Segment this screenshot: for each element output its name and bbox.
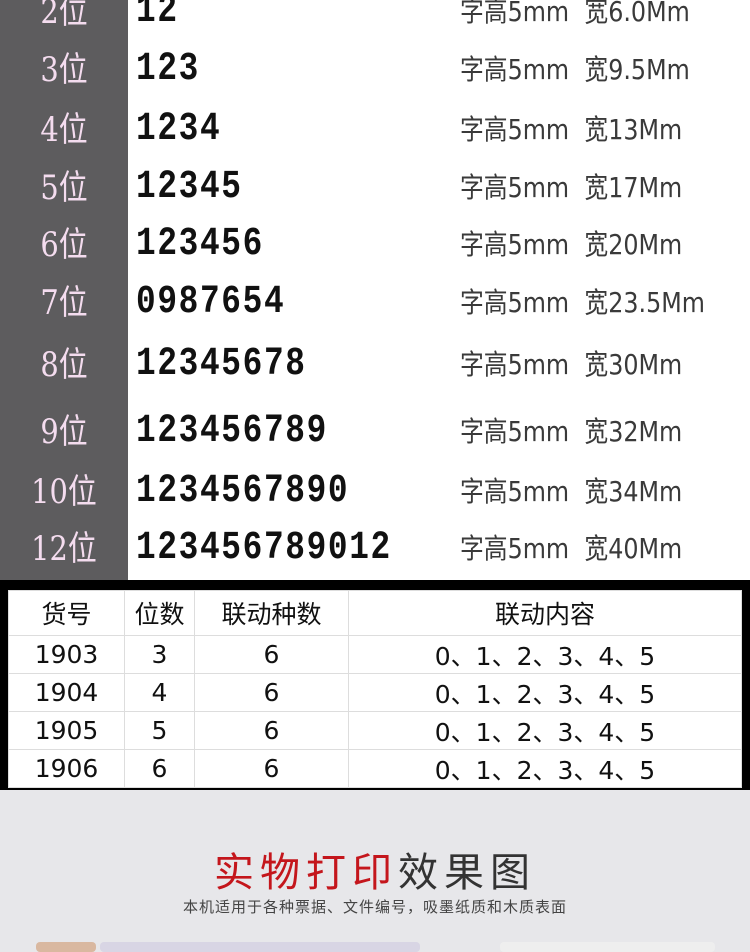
table-row: 1904 4 6 0、1、2、3、4、5 — [8, 673, 742, 712]
digit-row: 12位 123456789012 字高5mm 宽40Mm — [0, 524, 750, 574]
table-cell: 1903 — [8, 635, 125, 674]
sample-number: 123 — [136, 47, 200, 92]
header-model: 货号 — [8, 590, 125, 636]
photo-preview — [36, 942, 96, 952]
char-height: 字高5mm — [460, 475, 570, 508]
table-cell: 6 — [194, 673, 349, 712]
size-spec: 字高5mm 宽40Mm — [460, 524, 698, 574]
digit-count-label: 7位 — [40, 283, 88, 323]
sample-number: 1234 — [136, 107, 222, 152]
size-spec: 字高5mm 宽6.0Mm — [460, 0, 705, 37]
digit-row: 3位 123 字高5mm 宽9.5Mm — [0, 45, 750, 95]
char-width: 宽13Mm — [584, 113, 683, 146]
table-cell: 0、1、2、3、4、5 — [348, 711, 742, 750]
digit-row: 10位 1234567890 字高5mm 宽34Mm — [0, 467, 750, 517]
char-width: 宽23.5Mm — [584, 286, 705, 319]
sample-number: 123456789 — [136, 409, 328, 454]
char-height: 字高5mm — [460, 415, 570, 448]
digit-row: 2位 12 字高5mm 宽6.0Mm — [0, 0, 750, 37]
table-cell: 6 — [194, 749, 349, 788]
sample-number: 12 — [136, 0, 179, 34]
sample-number: 0987654 — [136, 280, 286, 325]
char-width: 宽20Mm — [584, 228, 683, 261]
sample-number: 12345 — [136, 165, 243, 210]
size-spec: 字高5mm 宽9.5Mm — [460, 45, 705, 95]
char-width: 宽32Mm — [584, 415, 683, 448]
size-spec: 字高5mm 宽32Mm — [460, 407, 698, 457]
digit-count-label: 5位 — [40, 168, 88, 208]
table-row: 1906 6 6 0、1、2、3、4、5 — [8, 749, 742, 788]
char-height: 字高5mm — [460, 53, 570, 86]
table-cell: 1905 — [8, 711, 125, 750]
photo-preview — [100, 942, 420, 952]
digit-row: 4位 1234 字高5mm 宽13Mm — [0, 105, 750, 155]
digit-count-label: 3位 — [40, 50, 88, 90]
sample-number: 1234567890 — [136, 469, 350, 514]
sample-number: 123456 — [136, 222, 264, 267]
char-width: 宽17Mm — [584, 171, 683, 204]
table-cell: 6 — [194, 635, 349, 674]
size-spec: 字高5mm 宽17Mm — [460, 163, 698, 213]
header-link-content: 联动内容 — [348, 590, 742, 636]
table-row: 1903 3 6 0、1、2、3、4、5 — [8, 635, 742, 674]
char-height: 字高5mm — [460, 0, 570, 28]
header-link-count: 联动种数 — [194, 590, 349, 636]
char-width: 宽40Mm — [584, 532, 683, 565]
size-spec: 字高5mm 宽20Mm — [460, 220, 698, 270]
model-table: 货号 位数 联动种数 联动内容 1903 3 6 0、1、2、3、4、5 1904 4 6 0… — [8, 590, 742, 788]
char-height: 字高5mm — [460, 113, 570, 146]
digit-row: 8位 12345678 字高5mm 宽30Mm — [0, 340, 750, 390]
size-spec: 字高5mm 宽30Mm — [460, 340, 698, 390]
size-spec: 字高5mm 宽23.5Mm — [460, 278, 720, 328]
table-row: 1905 5 6 0、1、2、3、4、5 — [8, 711, 742, 750]
char-height: 字高5mm — [460, 532, 570, 565]
digit-count-label: 6位 — [40, 225, 88, 265]
table-cell: 6 — [124, 749, 195, 788]
table-cell: 1906 — [8, 749, 125, 788]
photo-preview — [500, 942, 715, 952]
digit-count-label: 2位 — [40, 0, 88, 32]
size-spec: 字高5mm 宽34Mm — [460, 467, 698, 517]
table-cell: 0、1、2、3、4、5 — [348, 635, 742, 674]
print-effect-section: 实物打印效果图 本机适用于各种票据、文件编号，吸墨纸质和木质表面 — [0, 790, 750, 952]
digit-row: 6位 123456 字高5mm 宽20Mm — [0, 220, 750, 270]
digit-count-label: 10位 — [31, 472, 97, 512]
digit-row: 7位 0987654 字高5mm 宽23.5Mm — [0, 278, 750, 328]
table-cell: 0、1、2、3、4、5 — [348, 749, 742, 788]
digit-count-column — [0, 0, 128, 580]
table-cell: 4 — [124, 673, 195, 712]
digit-count-label: 8位 — [40, 345, 88, 385]
section-subtitle: 本机适用于各种票据、文件编号，吸墨纸质和木质表面 — [182, 898, 567, 916]
char-height: 字高5mm — [460, 228, 570, 261]
char-width: 宽9.5Mm — [584, 53, 690, 86]
char-height: 字高5mm — [460, 171, 570, 204]
model-table-frame: 货号 位数 联动种数 联动内容 1903 3 6 0、1、2、3、4、5 1904 4 6 0… — [0, 580, 750, 790]
size-spec: 字高5mm 宽13Mm — [460, 105, 698, 155]
table-cell: 0、1、2、3、4、5 — [348, 673, 742, 712]
sample-number: 123456789012 — [136, 526, 392, 571]
table-cell: 6 — [194, 711, 349, 750]
table-cell: 5 — [124, 711, 195, 750]
table-cell: 1904 — [8, 673, 125, 712]
digit-count-label: 12位 — [31, 529, 97, 569]
digit-row: 5位 12345 字高5mm 宽17Mm — [0, 163, 750, 213]
sample-number: 12345678 — [136, 342, 307, 387]
char-width: 宽30Mm — [584, 348, 683, 381]
title-dark: 效果图 — [398, 850, 536, 896]
title-red: 实物打印 — [214, 850, 398, 896]
header-digits: 位数 — [124, 590, 195, 636]
char-width: 宽34Mm — [584, 475, 683, 508]
char-height: 字高5mm — [460, 348, 570, 381]
digit-count-label: 9位 — [40, 412, 88, 452]
digit-spec-panel: 2位 12 字高5mm 宽6.0Mm 3位 123 字高5mm 宽9.5Mm 4位 12… — [0, 0, 750, 580]
char-width: 宽6.0Mm — [584, 0, 690, 28]
digit-count-label: 4位 — [40, 110, 88, 150]
section-title: 实物打印效果图 — [0, 840, 750, 898]
char-height: 字高5mm — [460, 286, 570, 319]
table-cell: 3 — [124, 635, 195, 674]
digit-row: 9位 123456789 字高5mm 宽32Mm — [0, 407, 750, 457]
